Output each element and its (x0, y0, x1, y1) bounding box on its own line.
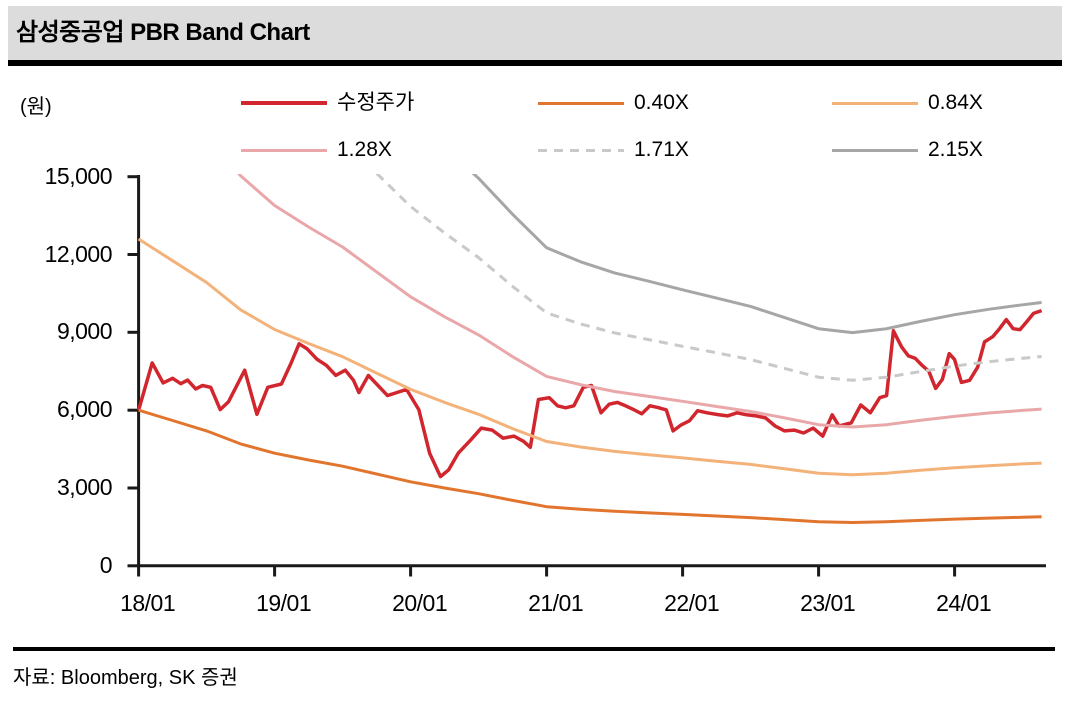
legend-swatch-band_215 (832, 148, 918, 152)
chart-title-bar: 삼성중공업 PBR Band Chart (8, 6, 1062, 66)
x-tick-label: 24/01 (936, 590, 992, 616)
legend-label-band_215: 2.15X (928, 138, 983, 161)
footer-divider (13, 647, 1055, 651)
series-band_171 (375, 174, 1042, 382)
y-axis-unit-label: (원) (20, 96, 52, 118)
legend-swatch-band_128 (241, 148, 327, 152)
y-tick-label: 3,000 (56, 473, 113, 500)
source-note: 자료: Bloomberg, SK 증권 (13, 667, 238, 689)
legend-swatch-band_171 (538, 148, 624, 152)
legend-label-band_128: 1.28X (337, 138, 392, 161)
page-title: 삼성중공업 PBR Band Chart (16, 19, 310, 46)
x-tick-label: 21/01 (528, 590, 584, 616)
x-tick-label: 20/01 (392, 590, 448, 616)
y-tick-label: 15,000 (44, 162, 113, 189)
series-band_040 (138, 408, 1042, 524)
legend-label-band_171: 1.71X (634, 138, 689, 161)
series-band_084 (137, 237, 1042, 477)
pbr-band-chart (127, 174, 1046, 577)
legend-label-band_040: 0.40X (634, 91, 689, 114)
y-tick-label: 12,000 (44, 240, 113, 267)
x-tick-label: 18/01 (120, 590, 176, 616)
legend-label-price: 수정주가 (337, 91, 415, 114)
x-tick-label: 22/01 (664, 590, 720, 616)
series-band_128 (237, 174, 1042, 429)
legend-swatch-band_040 (538, 101, 624, 105)
series-band_215 (471, 174, 1042, 335)
legend-label-band_084: 0.84X (928, 91, 983, 114)
legend-swatch-price (241, 101, 327, 105)
x-tick-label: 19/01 (256, 590, 312, 616)
series-price (136, 308, 1043, 479)
y-tick-label: 9,000 (56, 318, 113, 345)
x-tick-label: 23/01 (800, 590, 856, 616)
y-tick-label: 6,000 (56, 396, 113, 423)
y-tick-label: 0 (99, 551, 113, 578)
legend-swatch-band_084 (832, 101, 918, 105)
